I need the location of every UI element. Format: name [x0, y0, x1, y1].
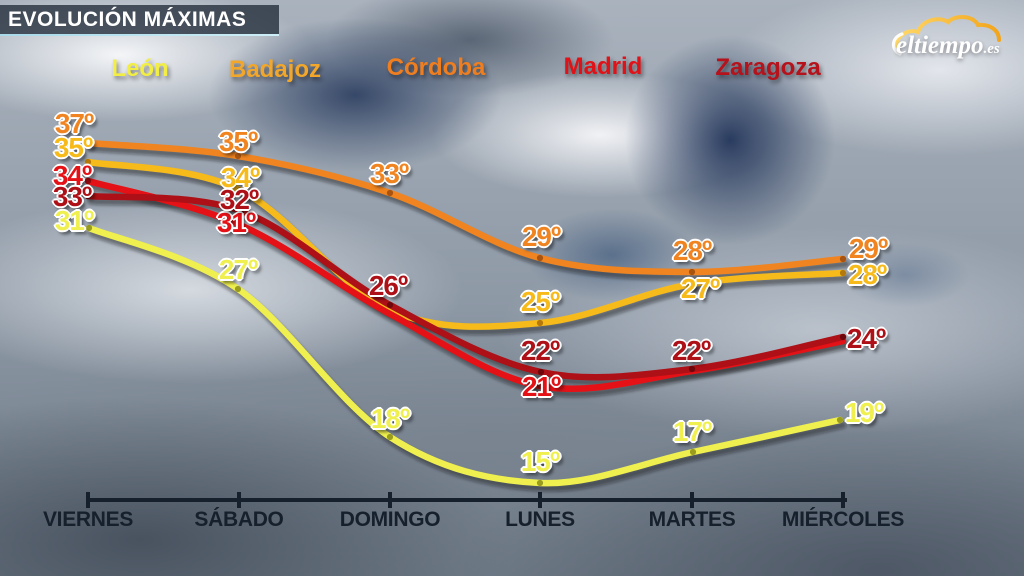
temp-value-león: 17º — [672, 416, 712, 447]
data-point-zaragoza — [84, 192, 92, 200]
data-point-león — [836, 416, 844, 424]
temp-value-córdoba: 29º — [521, 221, 561, 252]
logo-tld: .es — [983, 41, 1000, 57]
temp-line-león — [85, 224, 844, 487]
temp-value-córdoba: 28º — [672, 235, 712, 266]
temp-value-león: 15º — [520, 446, 560, 477]
day-label-lunes: LUNES — [505, 508, 575, 531]
data-point-badajoz — [839, 269, 847, 277]
data-point-madrid — [84, 177, 92, 185]
line-shadow-badajoz — [87, 163, 850, 336]
page-title: EVOLUCIÓN MÁXIMAS — [8, 7, 247, 31]
temp-value-zaragoza: 32º — [219, 184, 259, 215]
data-point-madrid — [236, 221, 244, 229]
x-axis — [86, 492, 847, 508]
temp-line-badajoz — [84, 158, 847, 330]
data-point-león — [689, 448, 697, 456]
data-point-badajoz — [688, 280, 696, 288]
temp-value-león: 31º — [54, 205, 94, 236]
legend-city-cordoba: Córdoba — [386, 54, 486, 81]
temp-value-córdoba: 37º — [54, 108, 94, 139]
data-point-córdoba — [688, 268, 696, 276]
day-label-domingo: DOMINGO — [339, 508, 441, 531]
data-point-badajoz — [236, 186, 244, 194]
logo-cloud-icon — [891, 15, 1001, 56]
temp-value-córdoba: 33º — [369, 158, 409, 189]
data-point-zaragoza — [839, 333, 847, 341]
temp-value-zaragoza: 22º — [520, 335, 560, 366]
day-label-sabado: SÁBADO — [194, 508, 284, 531]
data-point-badajoz — [84, 158, 92, 166]
temp-value-badajoz: 35º — [53, 132, 93, 163]
temp-value-zaragoza: 26º — [368, 270, 408, 301]
temp-value-badajoz: 25º — [520, 286, 560, 317]
data-point-zaragoza — [537, 368, 545, 376]
temp-value-león: 27º — [218, 254, 258, 285]
data-point-zaragoza — [386, 301, 394, 309]
temp-value-zaragoza: 33º — [52, 181, 92, 212]
legend-city-leon: León — [111, 55, 169, 82]
eltiempo-logo: eltiempo.es — [882, 10, 1014, 64]
temp-value-león: 18º — [370, 403, 410, 434]
data-point-córdoba — [234, 152, 242, 160]
data-point-córdoba — [386, 189, 394, 197]
temp-value-córdoba: 35º — [218, 126, 258, 157]
legend-city-badajoz: Badajoz — [228, 56, 322, 83]
temp-value-madrid: 34º — [52, 160, 92, 191]
temp-line-zaragoza — [84, 192, 847, 381]
data-point-león — [234, 285, 242, 293]
day-label-viernes: VIERNES — [42, 508, 134, 531]
temp-line-córdoba — [84, 139, 847, 276]
data-point-zaragoza — [688, 365, 696, 373]
temp-value-badajoz: 27º — [680, 273, 720, 304]
data-point-león — [85, 224, 93, 232]
temp-value-badajoz: 34º — [220, 162, 260, 193]
title-bar: EVOLUCIÓN MÁXIMAS — [0, 5, 279, 34]
title-underline — [0, 34, 279, 36]
temp-value-madrid: 21º — [521, 371, 561, 402]
temp-value-madrid: 31º — [216, 207, 256, 238]
legend-city-zaragoza: Zaragoza — [715, 54, 821, 81]
temp-value-córdoba: 29º — [848, 233, 888, 264]
data-point-zaragoza — [237, 207, 245, 215]
data-point-badajoz — [536, 319, 544, 327]
temp-value-zaragoza: 24º — [846, 323, 886, 354]
logo-text: eltiempo.es — [896, 32, 1000, 59]
data-point-madrid — [536, 382, 544, 390]
data-point-córdoba — [839, 255, 847, 263]
day-label-martes: MARTES — [648, 508, 736, 531]
legend-city-madrid: Madrid — [563, 53, 643, 80]
data-point-córdoba — [84, 139, 92, 147]
data-point-león — [386, 433, 394, 441]
data-point-león — [536, 479, 544, 487]
day-label-miercoles: MIÉRCOLES — [781, 508, 905, 531]
data-point-córdoba — [536, 254, 544, 262]
temp-value-león: 19º — [844, 397, 884, 428]
temp-value-badajoz: 28º — [847, 259, 887, 290]
temp-value-zaragoza: 22º — [671, 335, 711, 366]
